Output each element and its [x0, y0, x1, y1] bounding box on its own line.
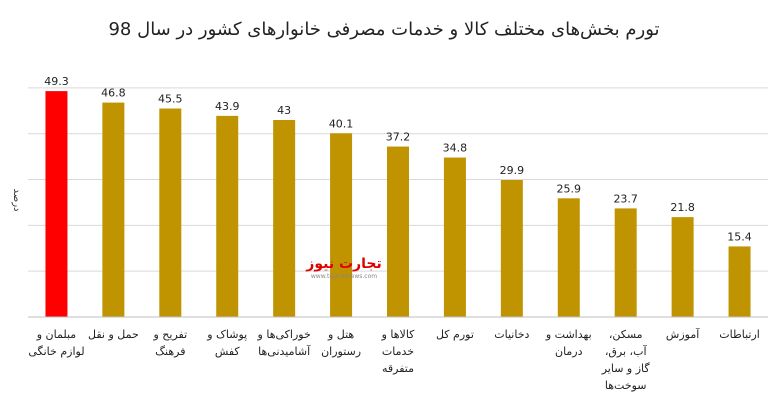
value-label: 40.1 — [329, 117, 354, 130]
value-label: 43 — [277, 104, 291, 117]
category-label: لوازم خانگی — [28, 345, 84, 358]
category-label: فرهنگ — [155, 345, 185, 358]
value-label: 25.9 — [557, 182, 582, 195]
category-label: بهداشت و — [545, 328, 592, 341]
category-label: هتل و — [327, 328, 354, 341]
bar — [671, 217, 694, 317]
value-label: 23.7 — [613, 192, 638, 205]
value-label: 21.8 — [670, 201, 695, 214]
category-label: مسکن، — [609, 328, 643, 341]
category-labels: مبلمان و لوازم خانگی حمل و نقل تفریح و فرهنگ… — [28, 327, 759, 392]
category-label: آشامیدنی‌ها — [258, 344, 311, 358]
y-axis-label: درصد — [11, 188, 22, 211]
bar — [102, 102, 125, 317]
value-label: 15.4 — [727, 230, 752, 243]
bar — [614, 208, 637, 317]
category-label: پوشاک و — [206, 328, 247, 341]
chart-title: تورم بخش‌های مختلف کالا و خدمات مصرفی خا… — [108, 19, 659, 40]
category-label: مبلمان و — [36, 328, 77, 341]
category-label: دخانیات — [494, 328, 529, 341]
bar — [45, 91, 68, 317]
svg-text:تجارت نیوز: تجارت نیوز — [305, 256, 381, 272]
category-label: کفش — [215, 345, 241, 358]
category-label: حمل و نقل — [88, 328, 139, 341]
category-label: سوخت‌ها — [605, 379, 647, 392]
value-label: 49.3 — [44, 75, 69, 88]
category-label: تورم کل — [436, 328, 474, 341]
category-label: درمان — [555, 345, 583, 358]
bar — [216, 115, 239, 317]
bar — [557, 198, 580, 317]
category-label: خوراکی‌ها و — [257, 328, 311, 341]
category-label: کالاها و — [381, 328, 416, 341]
value-label: 29.9 — [500, 164, 525, 177]
value-label: 46.8 — [101, 87, 126, 100]
logo-subtext: www.tejaratnews.com — [311, 273, 377, 280]
value-label: 45.5 — [158, 93, 183, 106]
logo-text: تجارت نیوز — [305, 256, 381, 272]
category-label: متفرقه — [382, 362, 414, 375]
bar — [159, 108, 182, 317]
value-labels: 49.3 46.8 45.5 43.9 43 40.1 37.2 34.8 29.9 25.9 23… — [44, 75, 752, 243]
category-label: آموزش — [666, 327, 700, 341]
bar — [728, 246, 751, 317]
bar — [443, 157, 466, 317]
bar — [387, 146, 409, 317]
category-label: رستوران — [321, 345, 361, 358]
category-label: ارتباطات — [719, 328, 760, 341]
category-label: خدمات — [382, 345, 414, 358]
value-label: 34.8 — [443, 142, 468, 155]
category-label: آب، برق، — [605, 344, 648, 358]
value-label: 37.2 — [386, 131, 411, 144]
value-label: 43.9 — [215, 100, 240, 113]
bars — [45, 91, 751, 318]
bar — [330, 133, 353, 317]
watermark-logo: تجارت نیوز www.tejaratnews.com — [305, 256, 381, 280]
category-label: تفریح و — [152, 328, 187, 341]
bar — [500, 180, 523, 317]
bar — [273, 119, 296, 318]
category-label: گاز و سایر — [601, 362, 651, 375]
